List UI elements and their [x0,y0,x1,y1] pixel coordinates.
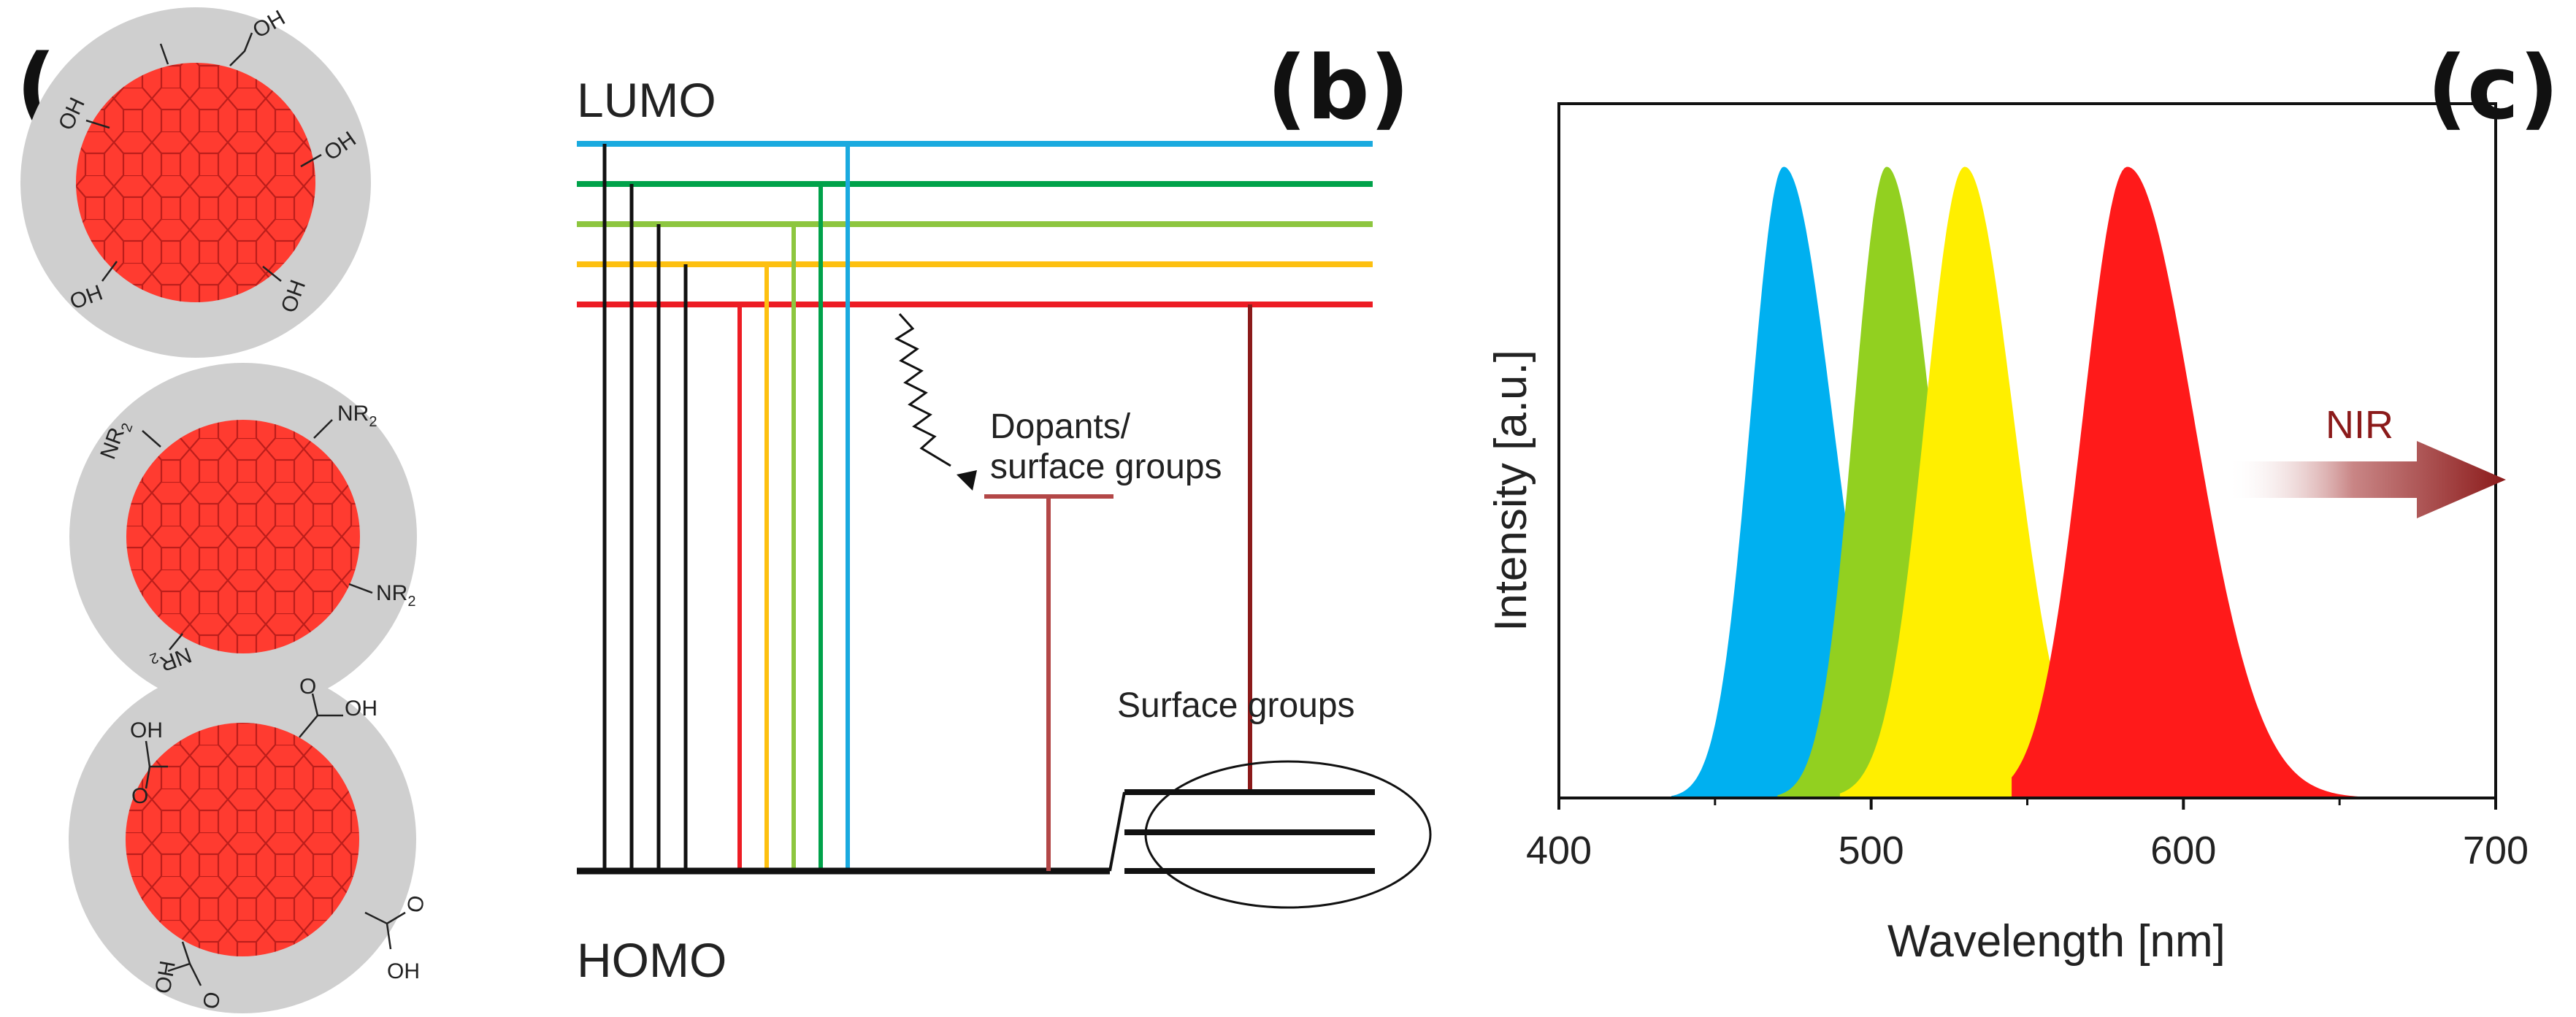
group-label: OH [387,959,420,983]
connector [1108,791,1126,872]
group-label: O [403,894,430,915]
lumo-label: LUMO [577,73,716,127]
x-axis-title: Wavelength [nm] [1887,916,2226,967]
nir-label: NIR [2326,403,2393,447]
group-label: OH [151,959,180,996]
particle-carboxyl: O OH OH O OH O O OH [69,666,429,1013]
excitation-lines [602,144,688,871]
group-label: O [199,990,226,1011]
homo-label: HOMO [577,933,727,987]
particle-hydroxyl: OH OH OH OH OH [20,6,371,358]
group-label: OH [130,718,163,742]
nonradiative-wave [894,312,951,467]
x-tick-label: 500 [1839,829,1904,872]
particle-amine: NR2 NR2 NR2 NR2 [69,363,417,710]
spectra-chart: 400 500 600 700 [1526,102,2529,872]
group-label: O [299,675,316,699]
surface-levels [1124,789,1375,874]
surface-groups-label: Surface groups [1117,686,1355,725]
spectrum-green [1777,166,1934,798]
arrow-head [957,470,977,491]
emission-lines [737,144,850,871]
x-tick-label: 600 [2150,829,2216,872]
panel-b-label: (b) [1267,38,1410,139]
spectrum-yellow [1839,166,2059,798]
spectrum-blue [1671,166,1856,798]
graphene-lattice [126,723,359,956]
x-tick-label: 400 [1526,829,1592,872]
group-label: NR2 [337,402,377,430]
group-label: NR2 [376,581,415,610]
y-axis-title: Intensity [a.u.] [1486,350,1536,632]
nir-arrow [2227,441,2506,518]
graphene-lattice [126,420,360,653]
spectrum-red [2012,166,2380,798]
group-label: OH [345,696,377,721]
dopants-label-2: surface groups [990,448,1222,486]
panel-c-label: (c) [2427,38,2559,139]
x-tick-label: 700 [2463,829,2529,872]
dopants-label-1: Dopants/ [990,407,1131,446]
group-label: O [131,784,148,808]
lumo-levels [577,141,1373,307]
